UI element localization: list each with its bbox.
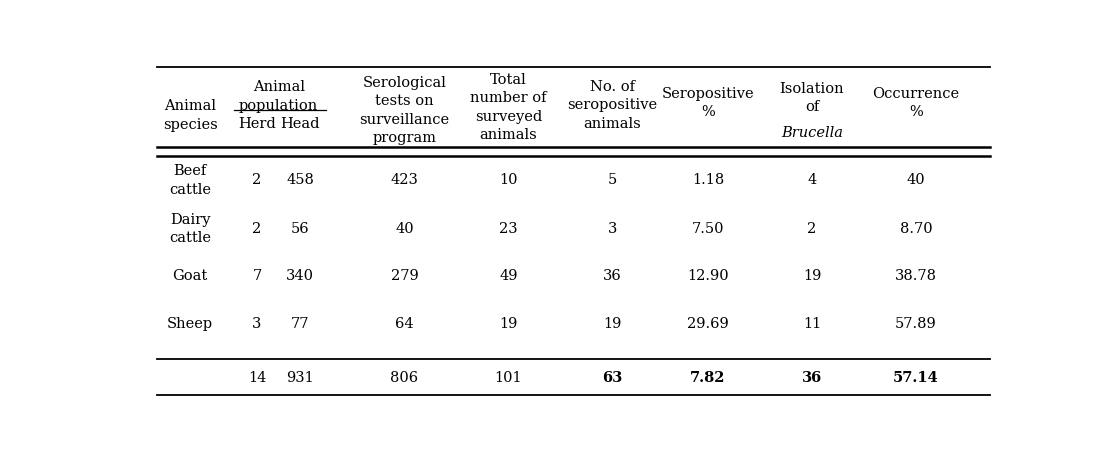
Text: 423: 423 [391,173,419,188]
Text: 7: 7 [252,270,262,283]
Text: Goat: Goat [172,270,208,283]
Text: 7.82: 7.82 [690,371,725,385]
Text: 4: 4 [807,173,817,188]
Text: 57.14: 57.14 [893,371,939,385]
Text: 931: 931 [286,371,314,385]
Text: Herd: Herd [238,118,275,131]
Text: 56: 56 [291,222,310,236]
Text: 11: 11 [802,316,821,331]
Text: Serological
tests on
surveillance
program: Serological tests on surveillance progra… [359,76,450,145]
Text: 49: 49 [499,270,518,283]
Text: 64: 64 [395,316,414,331]
Text: Head: Head [281,118,320,131]
Text: 3: 3 [608,222,618,236]
Text: Occurrence
%: Occurrence % [873,87,960,119]
Text: Beef
cattle: Beef cattle [169,164,211,197]
Text: Sheep: Sheep [167,316,214,331]
Text: 458: 458 [286,173,314,188]
Text: 2: 2 [252,173,262,188]
Text: 806: 806 [391,371,419,385]
Text: 14: 14 [247,371,266,385]
Text: 19: 19 [499,316,518,331]
Text: 29.69: 29.69 [687,316,728,331]
Text: 19: 19 [802,270,821,283]
Text: 12.90: 12.90 [687,270,728,283]
Text: Brucella: Brucella [781,126,843,140]
Text: 340: 340 [286,270,314,283]
Text: Dairy
cattle: Dairy cattle [169,213,211,246]
Text: 36: 36 [802,371,822,385]
Text: 279: 279 [391,270,419,283]
Text: 57.89: 57.89 [895,316,937,331]
Text: Isolation
of: Isolation of [780,82,845,114]
Text: 23: 23 [499,222,518,236]
Text: 7.50: 7.50 [692,222,724,236]
Text: 8.70: 8.70 [900,222,932,236]
Text: 38.78: 38.78 [895,270,937,283]
Text: 36: 36 [603,270,622,283]
Text: 3: 3 [252,316,262,331]
Text: Animal
species: Animal species [162,99,217,132]
Text: 10: 10 [499,173,518,188]
Text: Animal
population: Animal population [239,80,318,113]
Text: 2: 2 [252,222,262,236]
Text: 40: 40 [395,222,414,236]
Text: 77: 77 [291,316,310,331]
Text: 19: 19 [603,316,622,331]
Text: Seropositive
%: Seropositive % [661,87,754,119]
Text: 40: 40 [906,173,925,188]
Text: 1.18: 1.18 [692,173,724,188]
Text: No. of
seropositive
animals: No. of seropositive animals [567,80,658,131]
Text: Total
number of
surveyed
animals: Total number of surveyed animals [470,73,547,142]
Text: 101: 101 [495,371,523,385]
Text: 2: 2 [807,222,817,236]
Text: 5: 5 [608,173,618,188]
Text: 63: 63 [602,371,622,385]
